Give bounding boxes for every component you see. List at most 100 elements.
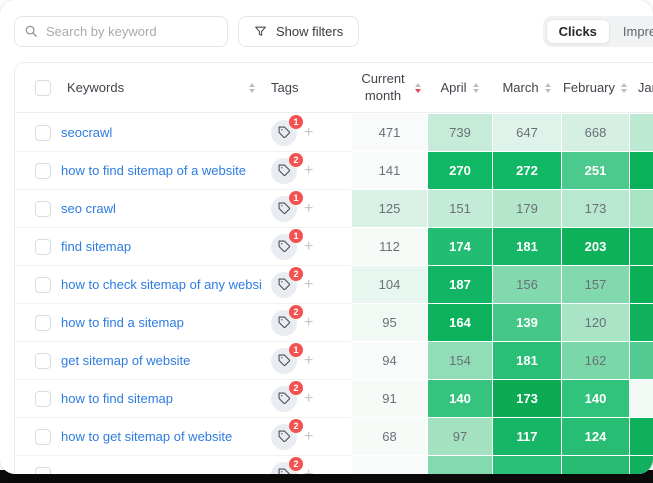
add-tag-button[interactable]: + bbox=[304, 389, 314, 407]
cell-march: 181 bbox=[492, 227, 561, 265]
tag-icon bbox=[278, 202, 290, 214]
row-checkbox[interactable] bbox=[35, 124, 51, 141]
sort-icon-march[interactable] bbox=[544, 82, 551, 93]
sort-icon-keywords[interactable] bbox=[249, 82, 255, 93]
cell-april: 97 bbox=[427, 417, 492, 455]
table-row: how to find a sitemap 2 + 95 164 139 120… bbox=[15, 303, 653, 341]
tag-icon bbox=[278, 392, 290, 404]
row-checkbox[interactable] bbox=[35, 276, 51, 293]
tag-icon bbox=[278, 430, 290, 442]
tag-button[interactable]: 1 bbox=[271, 228, 303, 260]
cell-february: 173 bbox=[561, 189, 629, 227]
tag-button[interactable]: 2 bbox=[271, 266, 303, 298]
row-checkbox[interactable] bbox=[35, 238, 51, 255]
toggle-option-clicks[interactable]: Clicks bbox=[545, 19, 610, 44]
row-checkbox[interactable] bbox=[35, 466, 51, 474]
sort-icon-current-month[interactable] bbox=[415, 82, 421, 93]
column-header-april: April bbox=[440, 80, 467, 95]
row-checkbox[interactable] bbox=[35, 200, 51, 217]
toggle-option-impressions[interactable]: Impressions bbox=[622, 24, 653, 39]
add-tag-button[interactable]: + bbox=[304, 351, 314, 369]
column-header-current-month: Current month bbox=[361, 71, 405, 103]
add-tag-button[interactable]: + bbox=[304, 237, 314, 255]
cell-march: 117 bbox=[492, 417, 561, 455]
table-row: how to find sitemap of a website 2 + 141… bbox=[15, 151, 653, 189]
search-input[interactable] bbox=[14, 16, 228, 47]
column-header-keywords: Keywords bbox=[67, 80, 125, 95]
column-header-january: January bbox=[637, 80, 653, 95]
sort-icon-february[interactable] bbox=[621, 82, 628, 93]
cell-current-month: 112 bbox=[351, 227, 427, 265]
row-checkbox[interactable] bbox=[35, 352, 51, 369]
cell-january bbox=[629, 455, 653, 474]
add-tag-button[interactable]: + bbox=[304, 465, 314, 474]
cell-february bbox=[561, 455, 629, 474]
cell-january: 132 bbox=[629, 417, 653, 455]
tag-count-badge: 2 bbox=[289, 152, 303, 167]
cell-march: 181 bbox=[492, 341, 561, 379]
toolbar: Show filters Clicks Impressions bbox=[0, 0, 653, 62]
tag-button[interactable]: 2 bbox=[271, 152, 303, 184]
cell-january: 177 bbox=[629, 341, 653, 379]
cell-february: 162 bbox=[561, 341, 629, 379]
tag-count-badge: 2 bbox=[289, 418, 303, 433]
add-tag-button[interactable]: + bbox=[304, 123, 314, 141]
tag-button[interactable]: 2 bbox=[271, 304, 303, 336]
cell-april: 140 bbox=[427, 379, 492, 417]
cell-january: 326 bbox=[629, 151, 653, 189]
tag-button[interactable]: 2 bbox=[271, 380, 303, 412]
cell-current-month: 68 bbox=[351, 417, 427, 455]
tag-button[interactable]: 1 bbox=[271, 342, 303, 374]
cell-current-month: 95 bbox=[351, 303, 427, 341]
keyword-link[interactable]: how to get sitemap of website bbox=[61, 429, 233, 444]
keyword-link[interactable]: how to find sitemap bbox=[61, 391, 174, 406]
cell-current-month bbox=[351, 455, 427, 474]
add-tag-button[interactable]: + bbox=[304, 161, 314, 179]
cell-march: 647 bbox=[492, 113, 561, 151]
row-checkbox[interactable] bbox=[35, 314, 51, 331]
cell-current-month: 471 bbox=[351, 113, 427, 151]
column-header-march: March bbox=[502, 80, 539, 95]
table-row: 2 + bbox=[15, 455, 653, 474]
tag-button[interactable]: 2 bbox=[271, 456, 303, 474]
cell-april bbox=[427, 455, 492, 474]
select-all-checkbox[interactable] bbox=[35, 79, 51, 96]
tag-button[interactable]: 1 bbox=[271, 114, 303, 146]
add-tag-button[interactable]: + bbox=[304, 199, 314, 217]
keyword-link[interactable]: find sitemap bbox=[61, 239, 132, 254]
keyword-link[interactable]: seocrawl bbox=[61, 125, 113, 140]
row-checkbox[interactable] bbox=[35, 390, 51, 407]
table-row: seocrawl 1 + 471 739 647 668 807 bbox=[15, 113, 653, 151]
cell-march: 139 bbox=[492, 303, 561, 341]
cell-february: 120 bbox=[561, 303, 629, 341]
table-row: seo crawl 1 + 125 151 179 173 193 bbox=[15, 189, 653, 227]
keyword-link[interactable]: seo crawl bbox=[61, 201, 116, 216]
cell-february: 140 bbox=[561, 379, 629, 417]
show-filters-button[interactable]: Show filters bbox=[238, 16, 360, 47]
cell-january: 207 bbox=[629, 227, 653, 265]
tag-icon bbox=[278, 126, 290, 138]
sort-icon-april[interactable] bbox=[472, 82, 479, 93]
cell-january: 220 bbox=[629, 265, 653, 303]
cell-march: 179 bbox=[492, 189, 561, 227]
keyword-link[interactable]: how to find sitemap of a website bbox=[61, 163, 246, 178]
cell-current-month: 104 bbox=[351, 265, 427, 303]
cell-april: 187 bbox=[427, 265, 492, 303]
cell-february: 251 bbox=[561, 151, 629, 189]
row-checkbox[interactable] bbox=[35, 162, 51, 179]
cell-april: 154 bbox=[427, 341, 492, 379]
tag-button[interactable]: 2 bbox=[271, 418, 303, 450]
cell-january: 193 bbox=[629, 189, 653, 227]
keyword-link[interactable]: how to check sitemap of any website bbox=[61, 277, 261, 292]
row-checkbox[interactable] bbox=[35, 428, 51, 445]
keyword-link[interactable]: get sitemap of website bbox=[61, 353, 191, 368]
tag-count-badge: 1 bbox=[289, 342, 303, 357]
add-tag-button[interactable]: + bbox=[304, 313, 314, 331]
add-tag-button[interactable]: + bbox=[304, 427, 314, 445]
tag-count-badge: 2 bbox=[289, 456, 303, 471]
add-tag-button[interactable]: + bbox=[304, 275, 314, 293]
keyword-link[interactable]: how to find a sitemap bbox=[61, 315, 184, 330]
cell-february: 124 bbox=[561, 417, 629, 455]
tag-button[interactable]: 1 bbox=[271, 190, 303, 222]
cell-january: 97 bbox=[629, 379, 653, 417]
